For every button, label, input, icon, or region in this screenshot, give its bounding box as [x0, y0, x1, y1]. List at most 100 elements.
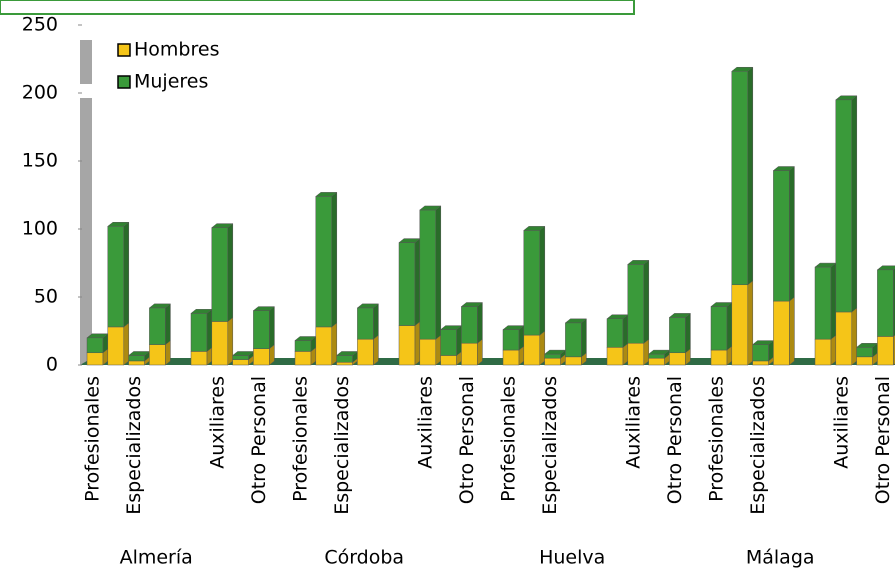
bar-top [523, 226, 546, 231]
bar-segment [315, 326, 333, 366]
y-tick-label: 100 [22, 218, 58, 240]
bar-top [876, 265, 895, 271]
x-tick-label: Profesionales [290, 376, 312, 502]
bar-side [123, 221, 130, 328]
bar-top [627, 260, 650, 265]
bar-segment [606, 318, 624, 348]
bar-segment [731, 284, 749, 366]
bar-segment [669, 352, 686, 366]
bar-side [747, 280, 754, 366]
bar-segment [149, 307, 166, 345]
bar-top [460, 302, 484, 307]
bar-side [227, 316, 234, 366]
x-tick-label: Otro Personal [872, 376, 894, 504]
bar-side [373, 334, 379, 366]
legend-swatch [117, 43, 131, 57]
bar-segment [86, 337, 104, 354]
axis-break [76, 84, 96, 98]
bar-segment [502, 349, 520, 366]
legend-label: Hombres [134, 39, 219, 61]
bar-segment [835, 99, 853, 313]
x-tick-label: Profesionales [82, 376, 104, 502]
bar-segment [752, 360, 769, 366]
bar-top [211, 223, 234, 228]
bar-segment [773, 300, 790, 366]
bar-side [206, 308, 213, 352]
bar-segment [128, 360, 145, 366]
x-tick-label: Otro Personal [664, 376, 686, 504]
bar-segment [544, 353, 561, 359]
bar-side [851, 307, 858, 366]
bar-segment [419, 209, 437, 340]
bar-segment [523, 334, 541, 366]
bar-side [435, 334, 442, 366]
y-tick-label: 250 [22, 14, 58, 36]
x-tick-label: Auxiliares [830, 376, 852, 469]
bar-side [539, 330, 546, 366]
x-tick-label: Auxiliares [622, 376, 644, 469]
bar-top [419, 205, 442, 211]
bar-side [165, 303, 171, 346]
bar-segment [398, 242, 416, 326]
y-tick-label: 150 [22, 150, 58, 172]
bar-segment [336, 355, 353, 363]
bar-side [789, 296, 795, 366]
bar-segment [211, 321, 229, 366]
x-tick-label: Especializados [747, 376, 769, 515]
bar-segment [544, 357, 561, 366]
bar-segment [627, 264, 645, 344]
bar-side [331, 191, 338, 328]
x-tick-label: Otro Personal [248, 376, 270, 504]
bar-top [148, 303, 172, 309]
bar-side [789, 165, 795, 302]
bar-top [772, 166, 796, 171]
y-tick-label: 50 [34, 286, 58, 308]
bar-segment [190, 313, 208, 352]
bar-segment [107, 226, 125, 328]
bar-segment [856, 347, 873, 358]
bar-top [668, 313, 692, 318]
bar-top [356, 303, 380, 309]
bar-top [731, 66, 754, 72]
title-box [0, 0, 635, 15]
bar-segment [669, 317, 686, 354]
bar-side [643, 259, 650, 344]
bar-side [622, 314, 629, 348]
y-tick-label: 200 [22, 82, 58, 104]
y-tick-label: 0 [46, 354, 58, 376]
x-tick-label: Profesionales [706, 376, 728, 502]
bar-segment [565, 322, 582, 358]
bar-segment [440, 355, 457, 366]
bar-side [539, 225, 546, 336]
bar-side [830, 334, 837, 366]
bar-side [331, 322, 338, 366]
x-tick-label: Especializados [539, 376, 561, 515]
bar-segment [565, 356, 582, 366]
group-label: Málaga [746, 547, 815, 569]
bar-segment [814, 338, 832, 366]
bar-segment [648, 353, 665, 359]
bar-segment [211, 227, 229, 322]
bar-segment [877, 269, 894, 337]
bar-side [414, 238, 421, 327]
x-tick-label: Profesionales [498, 376, 520, 502]
bar-segment [710, 349, 728, 366]
bar-side [581, 318, 587, 358]
bar-top [564, 318, 588, 324]
bar-segment [190, 351, 208, 366]
bar-segment [731, 70, 749, 286]
bar-segment [627, 342, 645, 366]
group-label: Córdoba [324, 547, 404, 569]
bar-side [685, 312, 691, 354]
bar-segment [461, 342, 478, 366]
bar-side [227, 223, 234, 323]
bar-segment [814, 266, 832, 340]
bar-segment [357, 307, 374, 340]
bar-segment [461, 306, 478, 344]
bar-top [835, 95, 858, 101]
bar-segment [856, 356, 873, 366]
bar-side [477, 338, 483, 366]
bar-segment [710, 306, 728, 351]
bar-segment [606, 347, 624, 366]
